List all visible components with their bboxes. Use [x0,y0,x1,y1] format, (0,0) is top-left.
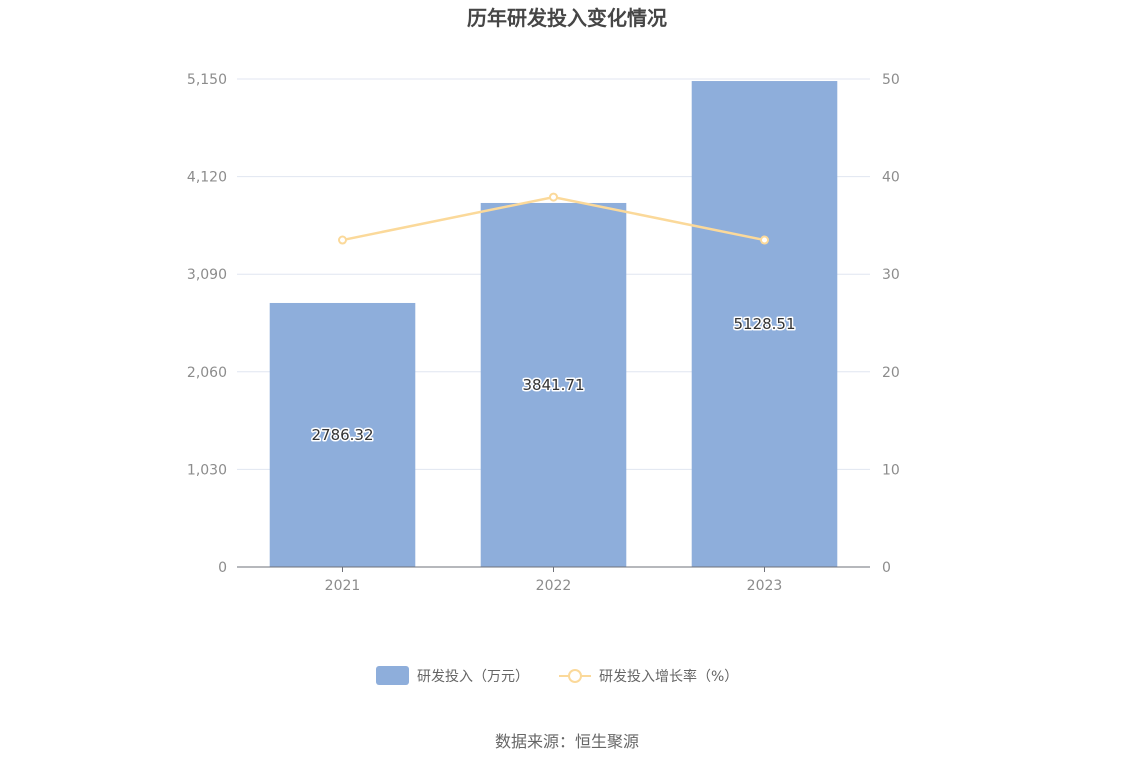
data-source: 数据来源：恒生聚源 [495,732,639,751]
growth-rate-point-2021[interactable] [338,235,347,245]
x-tick-label: 2022 [536,578,572,594]
bar-value-label: 3841.71 [522,376,584,394]
x-axis: 2021 2022 2023 [325,567,783,594]
left-tick-label: 0 [218,560,227,576]
bar-value-label: 2786.32 [311,426,373,444]
left-tick-label: 3,090 [187,267,227,283]
legend-item-bar[interactable]: 研发投入（万元） [376,666,529,685]
legend-bar-label: 研发投入（万元） [417,669,529,685]
bar-2021[interactable] [269,302,416,567]
bar-2022[interactable] [480,202,627,567]
legend-line-marker [568,669,582,683]
bar-value-label: 5128.51 [733,315,795,333]
left-tick-label: 2,060 [187,365,227,381]
right-tick-label: 40 [882,170,900,186]
x-tick-label: 2023 [747,578,783,594]
right-tick-label: 0 [882,560,891,576]
growth-rate-point-2023[interactable] [760,235,769,245]
growth-rate-point-2022[interactable] [549,192,558,202]
bar-2023[interactable] [691,81,838,568]
right-tick-label: 10 [882,462,900,478]
right-axis: 0 10 20 30 40 50 [882,72,900,576]
line-series [338,192,769,245]
chart-title: 历年研发投入变化情况 [467,6,667,30]
left-tick-label: 4,120 [187,170,227,186]
left-axis: 0 1,030 2,060 3,090 4,120 5,150 [187,72,227,576]
legend-item-line[interactable]: 研发投入增长率（%） [559,668,738,685]
bar-series [269,81,838,568]
bar-data-labels: 2786.32 3841.71 5128.51 [310,314,797,446]
legend-line-label: 研发投入增长率（%） [599,668,738,685]
right-tick-label: 30 [882,267,900,283]
right-tick-label: 50 [882,72,900,88]
legend[interactable]: 研发投入（万元） 研发投入增长率（%） [376,666,738,685]
legend-bar-swatch [376,666,409,685]
left-tick-label: 1,030 [187,462,227,478]
x-tick-label: 2021 [325,578,361,594]
right-tick-label: 20 [882,365,900,381]
left-tick-label: 5,150 [187,72,227,88]
